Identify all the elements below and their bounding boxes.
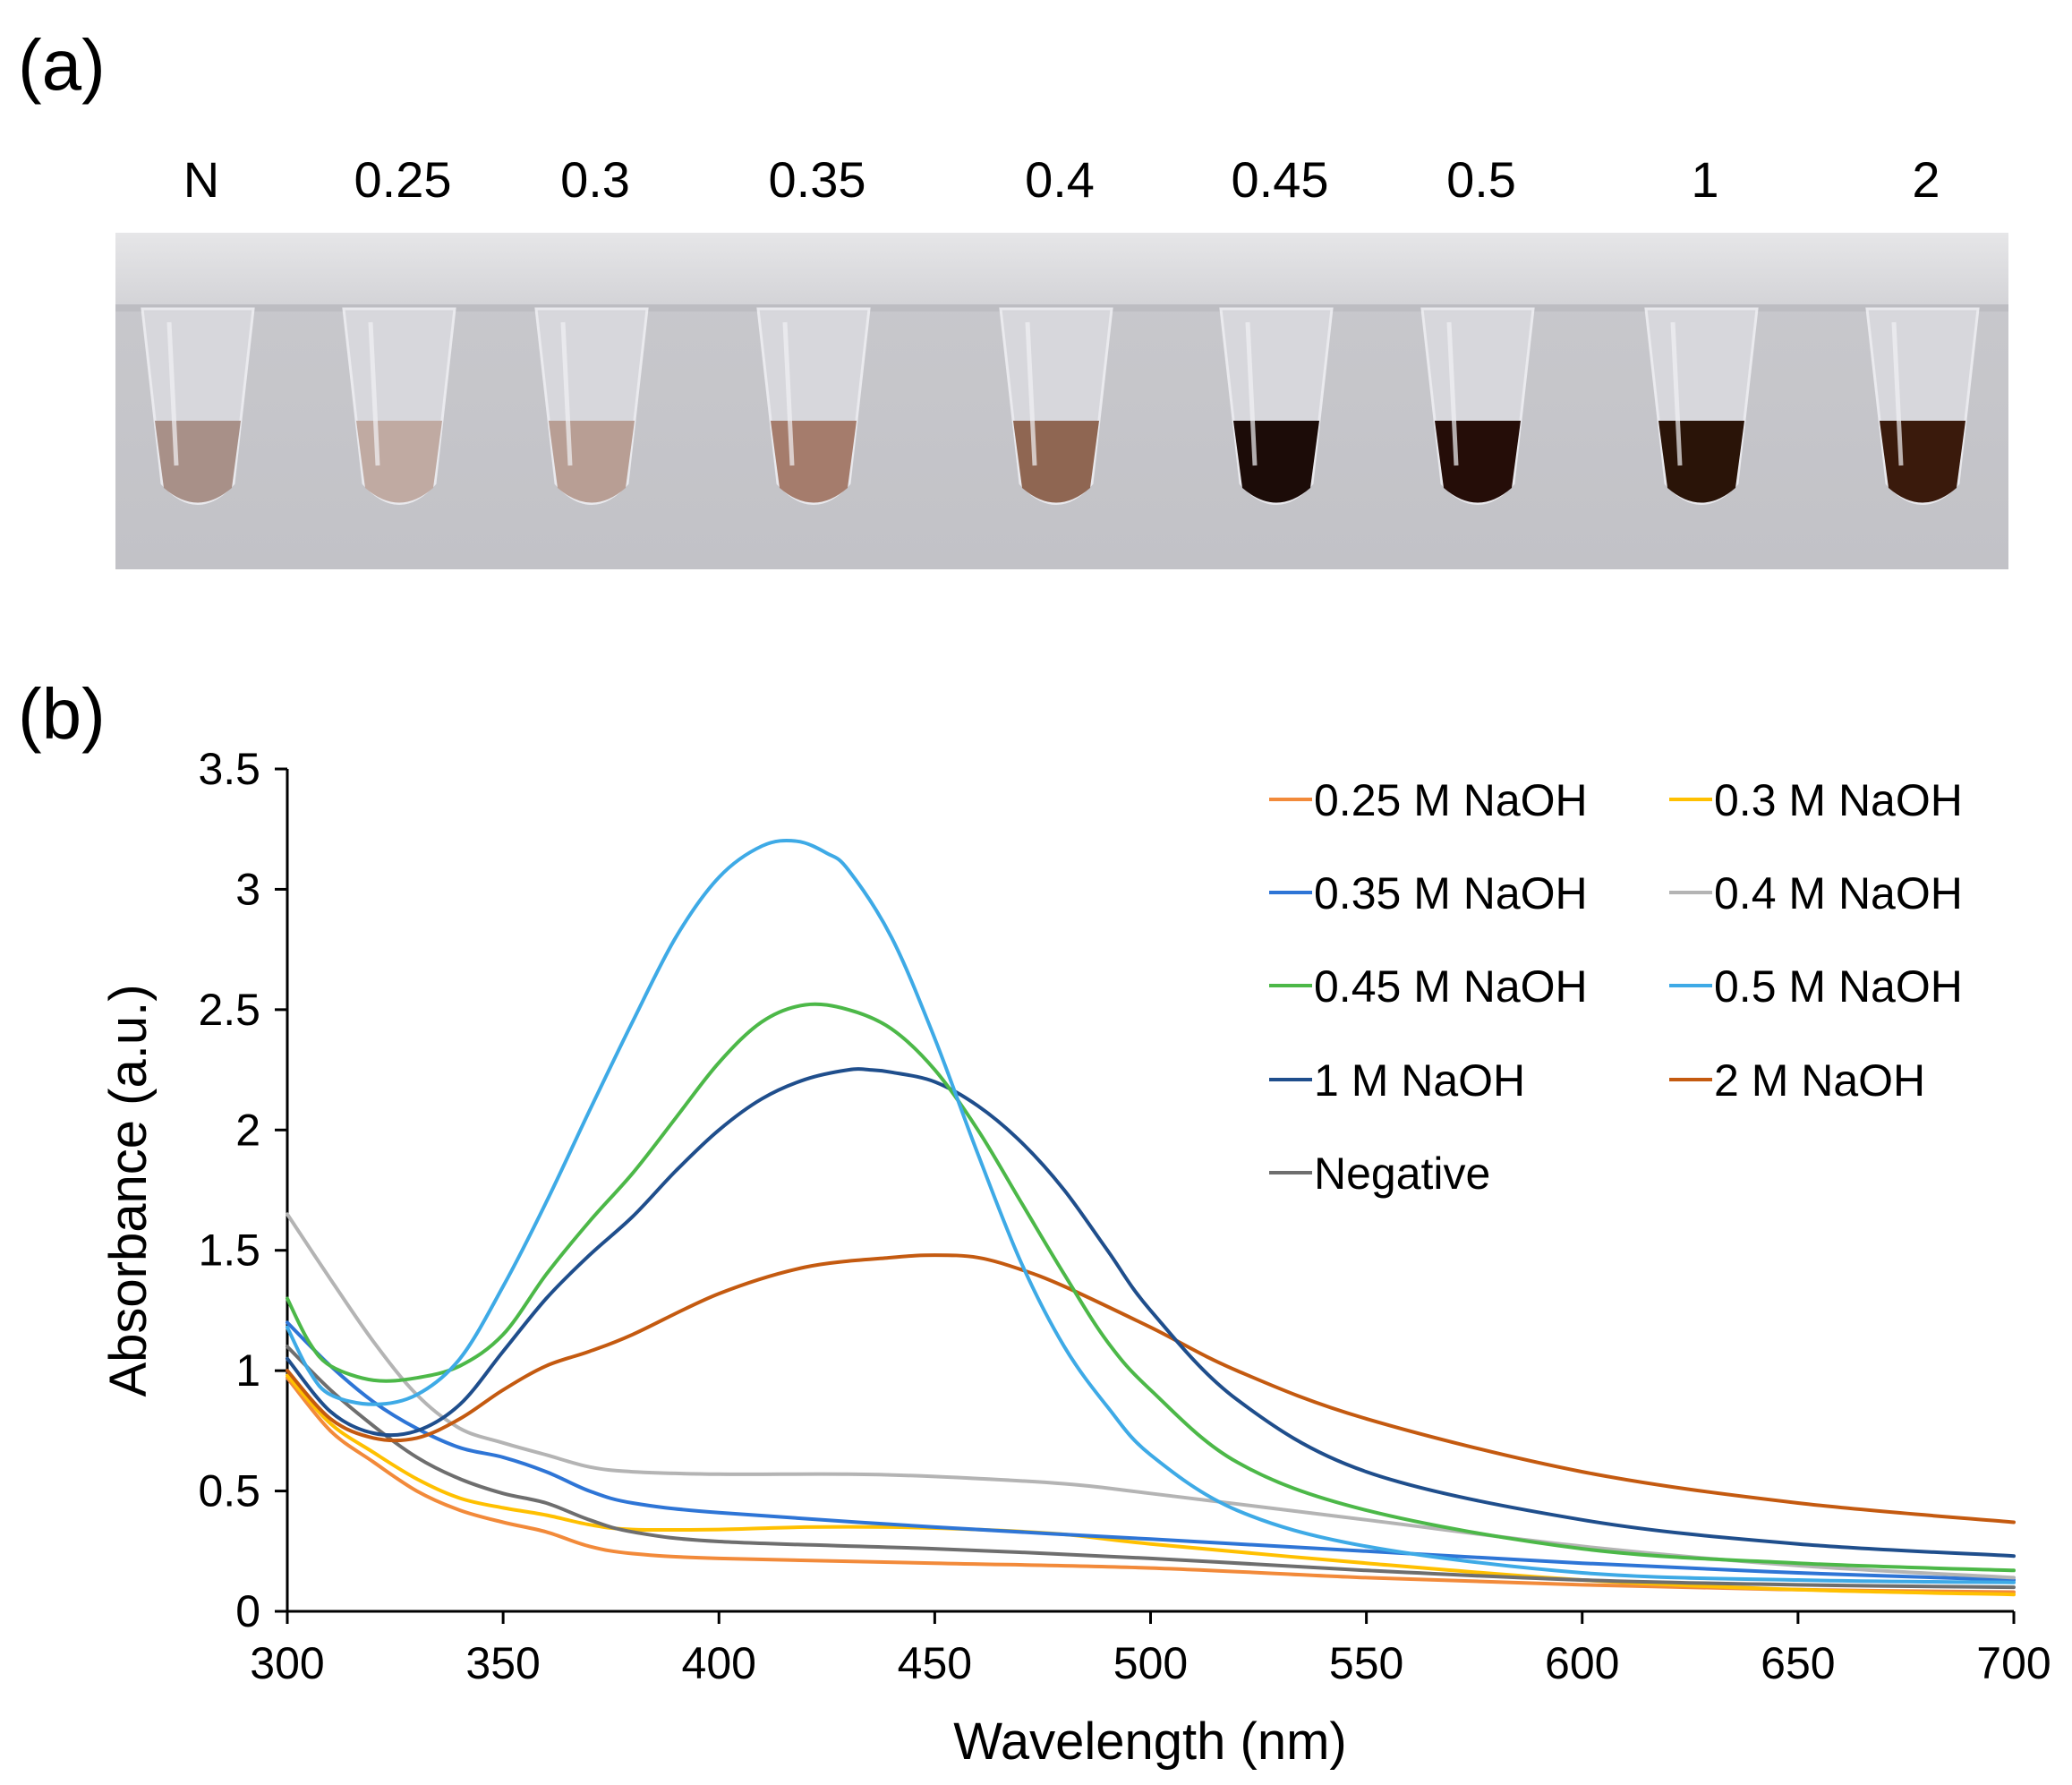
tube xyxy=(1420,307,1535,505)
y-axis-title: Absorbance (a.u.) xyxy=(99,984,158,1396)
legend-label: Negative xyxy=(1314,1149,1490,1199)
tubes xyxy=(141,307,1980,505)
tube-liquid xyxy=(1013,421,1099,503)
tube-label: 0.35 xyxy=(769,151,866,208)
tube-label: N xyxy=(183,151,219,208)
legend-item: Negative xyxy=(1269,1149,1490,1199)
tube-photo xyxy=(115,233,2008,569)
tube xyxy=(141,307,255,505)
tube-liquid xyxy=(1880,421,1965,503)
tube-highlight xyxy=(1245,321,1258,466)
panel-b-label: (b) xyxy=(18,674,106,754)
series-lines xyxy=(286,838,2016,1597)
y-tick-label: 3.5 xyxy=(198,744,260,794)
tube-highlight xyxy=(782,321,795,466)
series-line-negative xyxy=(286,1345,2016,1590)
tube-labels: N 0.25 0.3 0.35 0.4 0.45 0.5 1 2 xyxy=(183,151,1940,208)
legend-label: 0.35 M NaOH xyxy=(1314,868,1588,918)
legend-label: 0.5 M NaOH xyxy=(1714,961,1963,1012)
legend-item: 1 M NaOH xyxy=(1269,1055,1525,1106)
legend-item: 0.45 M NaOH xyxy=(1269,961,1588,1012)
tube-highlight xyxy=(166,321,179,466)
legend-item: 0.35 M NaOH xyxy=(1269,868,1588,918)
x-axis-ticks: 300 350 400 450 500 550 600 650 700 xyxy=(250,1611,2051,1688)
tube-highlight xyxy=(1670,321,1683,466)
absorbance-chart: 0 0.5 1 1.5 2 2.5 3 3.5 300 350 400 450 500 550 600 65… xyxy=(99,744,2051,1771)
tube xyxy=(756,307,871,505)
tube-liquid xyxy=(771,421,857,503)
tube-liquid xyxy=(549,421,635,503)
y-tick-label: 1 xyxy=(235,1345,260,1396)
legend-item: 0.3 M NaOH xyxy=(1669,775,1963,825)
series-line-0-4-m-naoh xyxy=(286,1212,2016,1580)
tube-label: 1 xyxy=(1691,151,1718,208)
tube-liquid xyxy=(155,421,241,503)
legend-label: 0.3 M NaOH xyxy=(1714,775,1963,825)
x-tick-label: 450 xyxy=(898,1638,972,1688)
panel-b: (b) 0 0.5 1 1.5 2 2.5 3 3.5 300 350 400 450 500 550 6… xyxy=(18,674,2051,1771)
y-tick-label: 0 xyxy=(235,1586,260,1636)
legend-label: 0.25 M NaOH xyxy=(1314,775,1588,825)
legend-item: 0.5 M NaOH xyxy=(1669,961,1963,1012)
tube-label: 0.4 xyxy=(1025,151,1095,208)
y-tick-label: 2 xyxy=(235,1105,260,1155)
tube xyxy=(1644,307,1759,505)
tube-highlight xyxy=(1025,321,1037,466)
legend: 0.25 M NaOH 0.3 M NaOH 0.35 M NaOH 0.4 M Na… xyxy=(1269,775,1963,1199)
legend-label: 0.45 M NaOH xyxy=(1314,961,1588,1012)
x-tick-label: 500 xyxy=(1113,1638,1188,1688)
tube xyxy=(534,307,649,505)
x-tick-label: 550 xyxy=(1329,1638,1403,1688)
x-tick-label: 400 xyxy=(682,1638,756,1688)
tube-liquid xyxy=(1435,421,1521,503)
tube-label: 2 xyxy=(1912,151,1940,208)
tube xyxy=(1865,307,1980,505)
legend-item: 0.4 M NaOH xyxy=(1669,868,1963,918)
tube-liquid xyxy=(356,421,442,503)
legend-item: 2 M NaOH xyxy=(1669,1055,1925,1106)
x-tick-label: 600 xyxy=(1545,1638,1619,1688)
legend-label: 1 M NaOH xyxy=(1314,1055,1525,1106)
tube-rack xyxy=(115,233,2008,312)
series-line-2-m-naoh xyxy=(286,1253,2016,1525)
tube xyxy=(999,307,1113,505)
x-axis-title: Wavelength (nm) xyxy=(953,1712,1346,1771)
series-line-0-35-m-naoh xyxy=(286,1320,2016,1582)
x-tick-label: 650 xyxy=(1761,1638,1835,1688)
series-line-0-5-m-naoh xyxy=(286,838,2016,1584)
tube-highlight xyxy=(1891,321,1904,466)
tube xyxy=(342,307,456,505)
x-tick-label: 350 xyxy=(465,1638,540,1688)
tube-label: 0.45 xyxy=(1232,151,1329,208)
y-axis-ticks: 0 0.5 1 1.5 2 2.5 3 3.5 xyxy=(198,744,287,1636)
y-tick-label: 2.5 xyxy=(198,985,260,1035)
tube xyxy=(1219,307,1334,505)
series-line-0-25-m-naoh xyxy=(286,1376,2016,1594)
y-tick-label: 0.5 xyxy=(198,1466,260,1516)
tube-label: 0.5 xyxy=(1446,151,1516,208)
series-line-0-45-m-naoh xyxy=(286,1002,2016,1573)
tube-liquid xyxy=(1233,421,1319,503)
x-tick-label: 700 xyxy=(1976,1638,2051,1688)
panel-a-label: (a) xyxy=(18,25,106,105)
tube-liquid xyxy=(1658,421,1744,503)
legend-item: 0.25 M NaOH xyxy=(1269,775,1588,825)
legend-label: 0.4 M NaOH xyxy=(1714,868,1963,918)
x-tick-label: 300 xyxy=(250,1638,324,1688)
tube-highlight xyxy=(1446,321,1459,466)
legend-label: 2 M NaOH xyxy=(1714,1055,1925,1106)
y-tick-label: 3 xyxy=(235,864,260,914)
y-tick-label: 1.5 xyxy=(198,1226,260,1276)
tube-label: 0.25 xyxy=(354,151,452,208)
tube-highlight xyxy=(368,321,380,466)
tube-label: 0.3 xyxy=(560,151,630,208)
panel-a: (a) N 0.25 0.3 0.35 0.4 0.45 0.5 1 2 xyxy=(18,25,2008,569)
series-line-1-m-naoh xyxy=(286,1067,2016,1559)
tube-highlight xyxy=(560,321,573,466)
